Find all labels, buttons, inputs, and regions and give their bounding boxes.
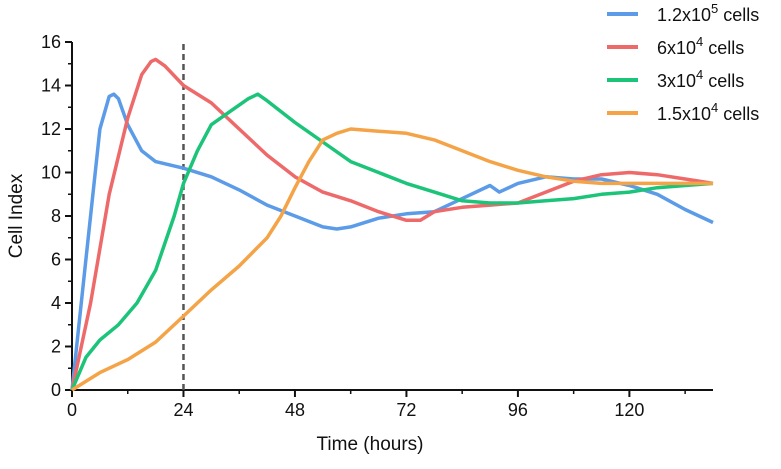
y-tick-label: 16	[41, 32, 61, 52]
series-lines	[70, 57, 714, 392]
series-line	[70, 92, 714, 391]
x-tick-label: 48	[285, 400, 305, 420]
y-tick-label: 2	[51, 337, 61, 357]
y-tick-label: 0	[51, 380, 61, 400]
legend-label: 1.5x104 cells	[657, 100, 759, 124]
x-tick-label: 24	[173, 400, 193, 420]
x-tick-label: 0	[67, 400, 77, 420]
y-tick-label: 10	[41, 163, 61, 183]
legend-label: 3x104 cells	[657, 67, 744, 91]
x-axis-label: Time (hours)	[317, 434, 424, 455]
series-line	[71, 127, 713, 392]
y-tick-label: 4	[51, 293, 61, 313]
legend: 1.2x105 cells 6x104 cells 3x104 cells 1.5x1…	[607, 1, 759, 124]
series-line	[70, 57, 714, 391]
y-tick-label: 14	[41, 76, 61, 96]
x-tick-label: 96	[508, 400, 528, 420]
x-tick-label: 120	[614, 400, 644, 420]
y-tick-label: 12	[41, 119, 61, 139]
x-tick-label: 72	[396, 400, 416, 420]
y-tick-label: 6	[51, 250, 61, 270]
y-tick-label: 8	[51, 206, 61, 226]
y-axis-label: Cell Index	[6, 173, 27, 258]
legend-label: 1.2x105 cells	[657, 1, 759, 25]
legend-label: 6x104 cells	[657, 34, 744, 58]
series-line	[70, 92, 714, 391]
